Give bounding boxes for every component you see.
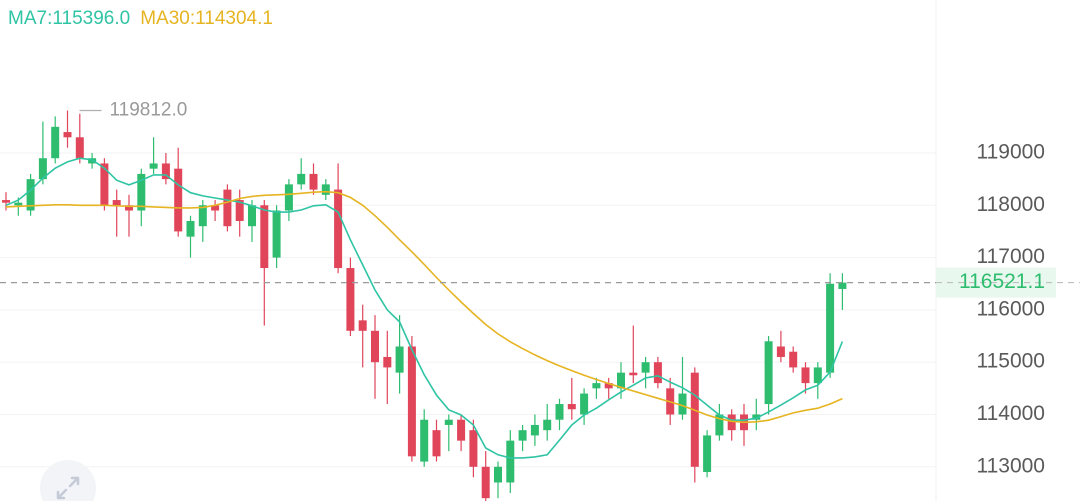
y-tick-label: 116000	[976, 297, 1045, 320]
candle-body	[383, 356, 392, 368]
candle-body	[223, 189, 232, 227]
candle-body	[494, 466, 502, 483]
candle-body	[309, 173, 318, 190]
candle-body	[715, 414, 724, 436]
y-tick-label: 119000	[976, 141, 1045, 164]
candle-body	[826, 283, 835, 373]
candle-body	[100, 163, 109, 206]
y-tick-label: 118000	[976, 193, 1045, 216]
candle-body	[125, 205, 133, 211]
candle-body	[727, 414, 736, 431]
candle-body	[161, 163, 170, 180]
candle-body	[26, 179, 35, 211]
expand-icon[interactable]	[56, 476, 80, 500]
candle-body	[457, 419, 466, 441]
ma-line	[5, 157, 844, 459]
candle-body	[321, 184, 330, 195]
candle-body	[678, 393, 687, 415]
candle-body	[703, 435, 712, 473]
candle-body	[407, 346, 416, 457]
candle-body	[813, 367, 822, 384]
candle-body	[838, 282, 847, 289]
candle-body	[63, 132, 72, 138]
candle-body	[555, 404, 564, 420]
candle-body	[629, 372, 638, 376]
candle-body	[641, 362, 650, 373]
candle-body	[432, 430, 441, 457]
candle-body	[149, 163, 158, 169]
expand-button-bg[interactable]	[40, 460, 96, 501]
candle-body	[235, 200, 244, 221]
candle-body	[297, 173, 306, 185]
candle-body	[764, 341, 773, 405]
max-marker-label: 119812.0	[110, 100, 188, 121]
candle-body	[567, 404, 576, 410]
candle-body	[518, 430, 527, 441]
legend-entry: MA30:114304.1	[140, 8, 273, 29]
candle-body	[51, 126, 60, 159]
candle-body	[789, 351, 798, 368]
candle-body	[776, 346, 785, 357]
candle-body	[395, 346, 404, 373]
candle-body	[2, 200, 10, 203]
candle-body	[543, 419, 552, 431]
candle-body	[604, 383, 613, 389]
legend-entry: MA7:115396.0	[8, 8, 130, 29]
candle-body	[137, 173, 146, 211]
candle-body	[88, 158, 97, 164]
candle-body	[75, 137, 84, 159]
last-price-label: 116521.1	[959, 270, 1045, 293]
candle-body	[272, 210, 281, 258]
candle-body	[530, 424, 539, 436]
candle-body	[174, 168, 183, 232]
candle-body	[801, 367, 810, 384]
candle-body	[260, 205, 269, 269]
candle-body	[358, 320, 367, 331]
y-tick-label: 117000	[976, 245, 1045, 268]
candle-body	[690, 372, 699, 467]
candle-body	[469, 430, 478, 467]
candle-body	[481, 466, 490, 499]
candle-body	[420, 419, 429, 462]
plot-area	[2, 110, 847, 501]
candle-body	[38, 158, 47, 180]
candle-body	[334, 189, 343, 269]
candle-body	[14, 202, 23, 206]
candle-body	[653, 362, 662, 384]
ma-line	[5, 190, 843, 424]
candle-body	[617, 372, 625, 389]
candle-body	[371, 330, 379, 363]
candle-body	[506, 440, 515, 483]
candle-body	[112, 200, 121, 206]
y-tick-label: 113000	[976, 454, 1045, 477]
expand-button[interactable]	[40, 460, 96, 501]
candle-body	[248, 205, 256, 227]
candle-body	[592, 383, 601, 389]
y-tick-label: 115000	[976, 350, 1045, 373]
candle-body	[752, 414, 761, 420]
candle-body	[580, 393, 589, 415]
y-tick-label: 114000	[976, 402, 1045, 425]
candle-body	[186, 220, 195, 237]
candle-body	[198, 205, 207, 227]
candle-body	[444, 419, 453, 425]
candle-body	[346, 268, 355, 331]
candle-body	[284, 184, 293, 211]
candle-body	[211, 205, 220, 211]
